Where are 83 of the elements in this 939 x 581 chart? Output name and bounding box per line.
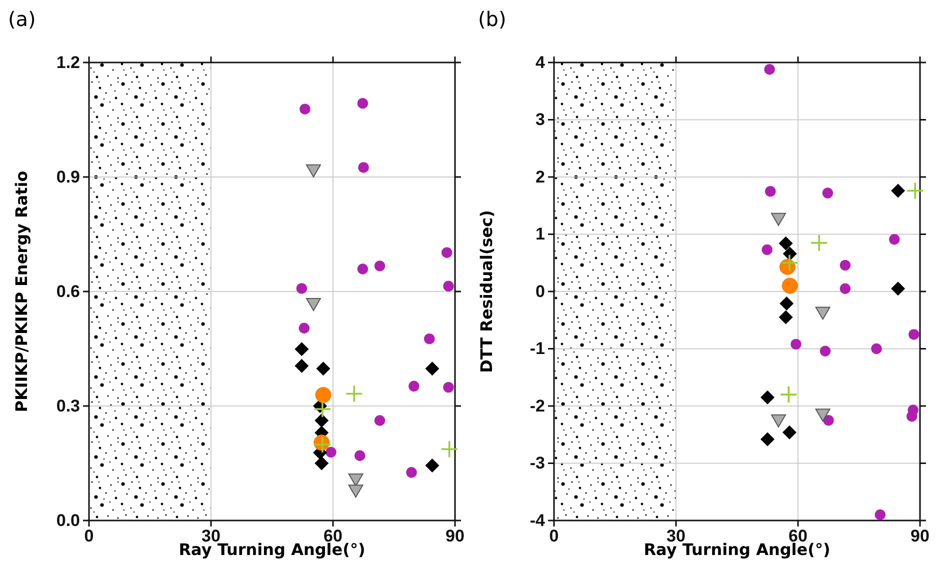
point [778,236,793,250]
point [815,306,830,320]
x-tick-label: 0 [84,526,94,546]
point [770,414,786,428]
point [906,410,918,422]
point [780,386,798,404]
point [348,484,364,498]
point [778,310,793,324]
y-tick-label: -2 [530,396,545,416]
point [780,296,794,311]
point [298,322,310,334]
y-tick-label: -3 [530,454,545,473]
y-tick-label: 2 [536,167,545,186]
point [294,358,309,373]
point [314,400,332,418]
point [820,346,831,356]
point [306,298,321,311]
point [810,234,828,252]
point [306,164,321,178]
point [300,104,310,114]
point [443,382,454,393]
point [889,234,900,245]
point [822,188,834,198]
chart-title: (b) [478,7,506,31]
y-tick-label: 3 [536,110,545,130]
point [348,474,364,487]
y-tick-label: 0.6 [56,282,80,301]
point [374,260,386,272]
y-tick-label: 1.2 [56,52,80,72]
point [314,456,329,470]
point [316,362,330,376]
point [782,425,796,440]
point [358,162,369,173]
x-tick-label: 90 [910,526,930,546]
y-tick-label: 0 [536,282,545,301]
point [790,338,802,350]
point [440,440,458,458]
y-tick-label: -1 [530,339,545,358]
point [442,247,452,258]
point [357,98,368,109]
point [764,64,775,75]
point [815,408,830,422]
y-tick-label: 0.9 [56,167,80,186]
point [296,283,308,294]
point [294,342,309,356]
point [764,186,776,197]
chart-title: (a) [8,7,36,31]
point [354,450,366,461]
point [891,282,906,296]
point [443,280,454,292]
x-tick-label: 0 [549,526,559,546]
y-axis-title: PKIIKP/PKIKP Energy Ratio [12,170,31,412]
point [780,254,798,272]
point [891,184,906,198]
point [760,432,774,446]
point [424,333,435,344]
point [840,283,851,294]
point [874,509,886,520]
point [908,329,920,340]
y-axis-title: DTT Residual(sec) [477,210,496,373]
y-tick-label: 0.3 [56,396,80,416]
point [345,384,364,403]
y-tick-label: 0.0 [56,510,80,530]
y-tick-label: 1 [536,224,545,244]
point [374,415,386,426]
point [760,390,774,404]
point [425,458,440,473]
point [315,386,332,403]
point [314,414,329,428]
point [782,278,798,294]
point [906,182,924,200]
point [770,212,786,226]
point [357,264,368,274]
point [408,380,420,392]
point [406,467,417,478]
point [326,446,336,458]
point [425,362,440,376]
y-tick-label: -4 [530,510,546,530]
point [762,244,772,256]
x-tick-label: 90 [446,526,464,546]
y-tick-label: 4 [536,52,546,72]
point [871,343,882,354]
point [840,260,851,271]
